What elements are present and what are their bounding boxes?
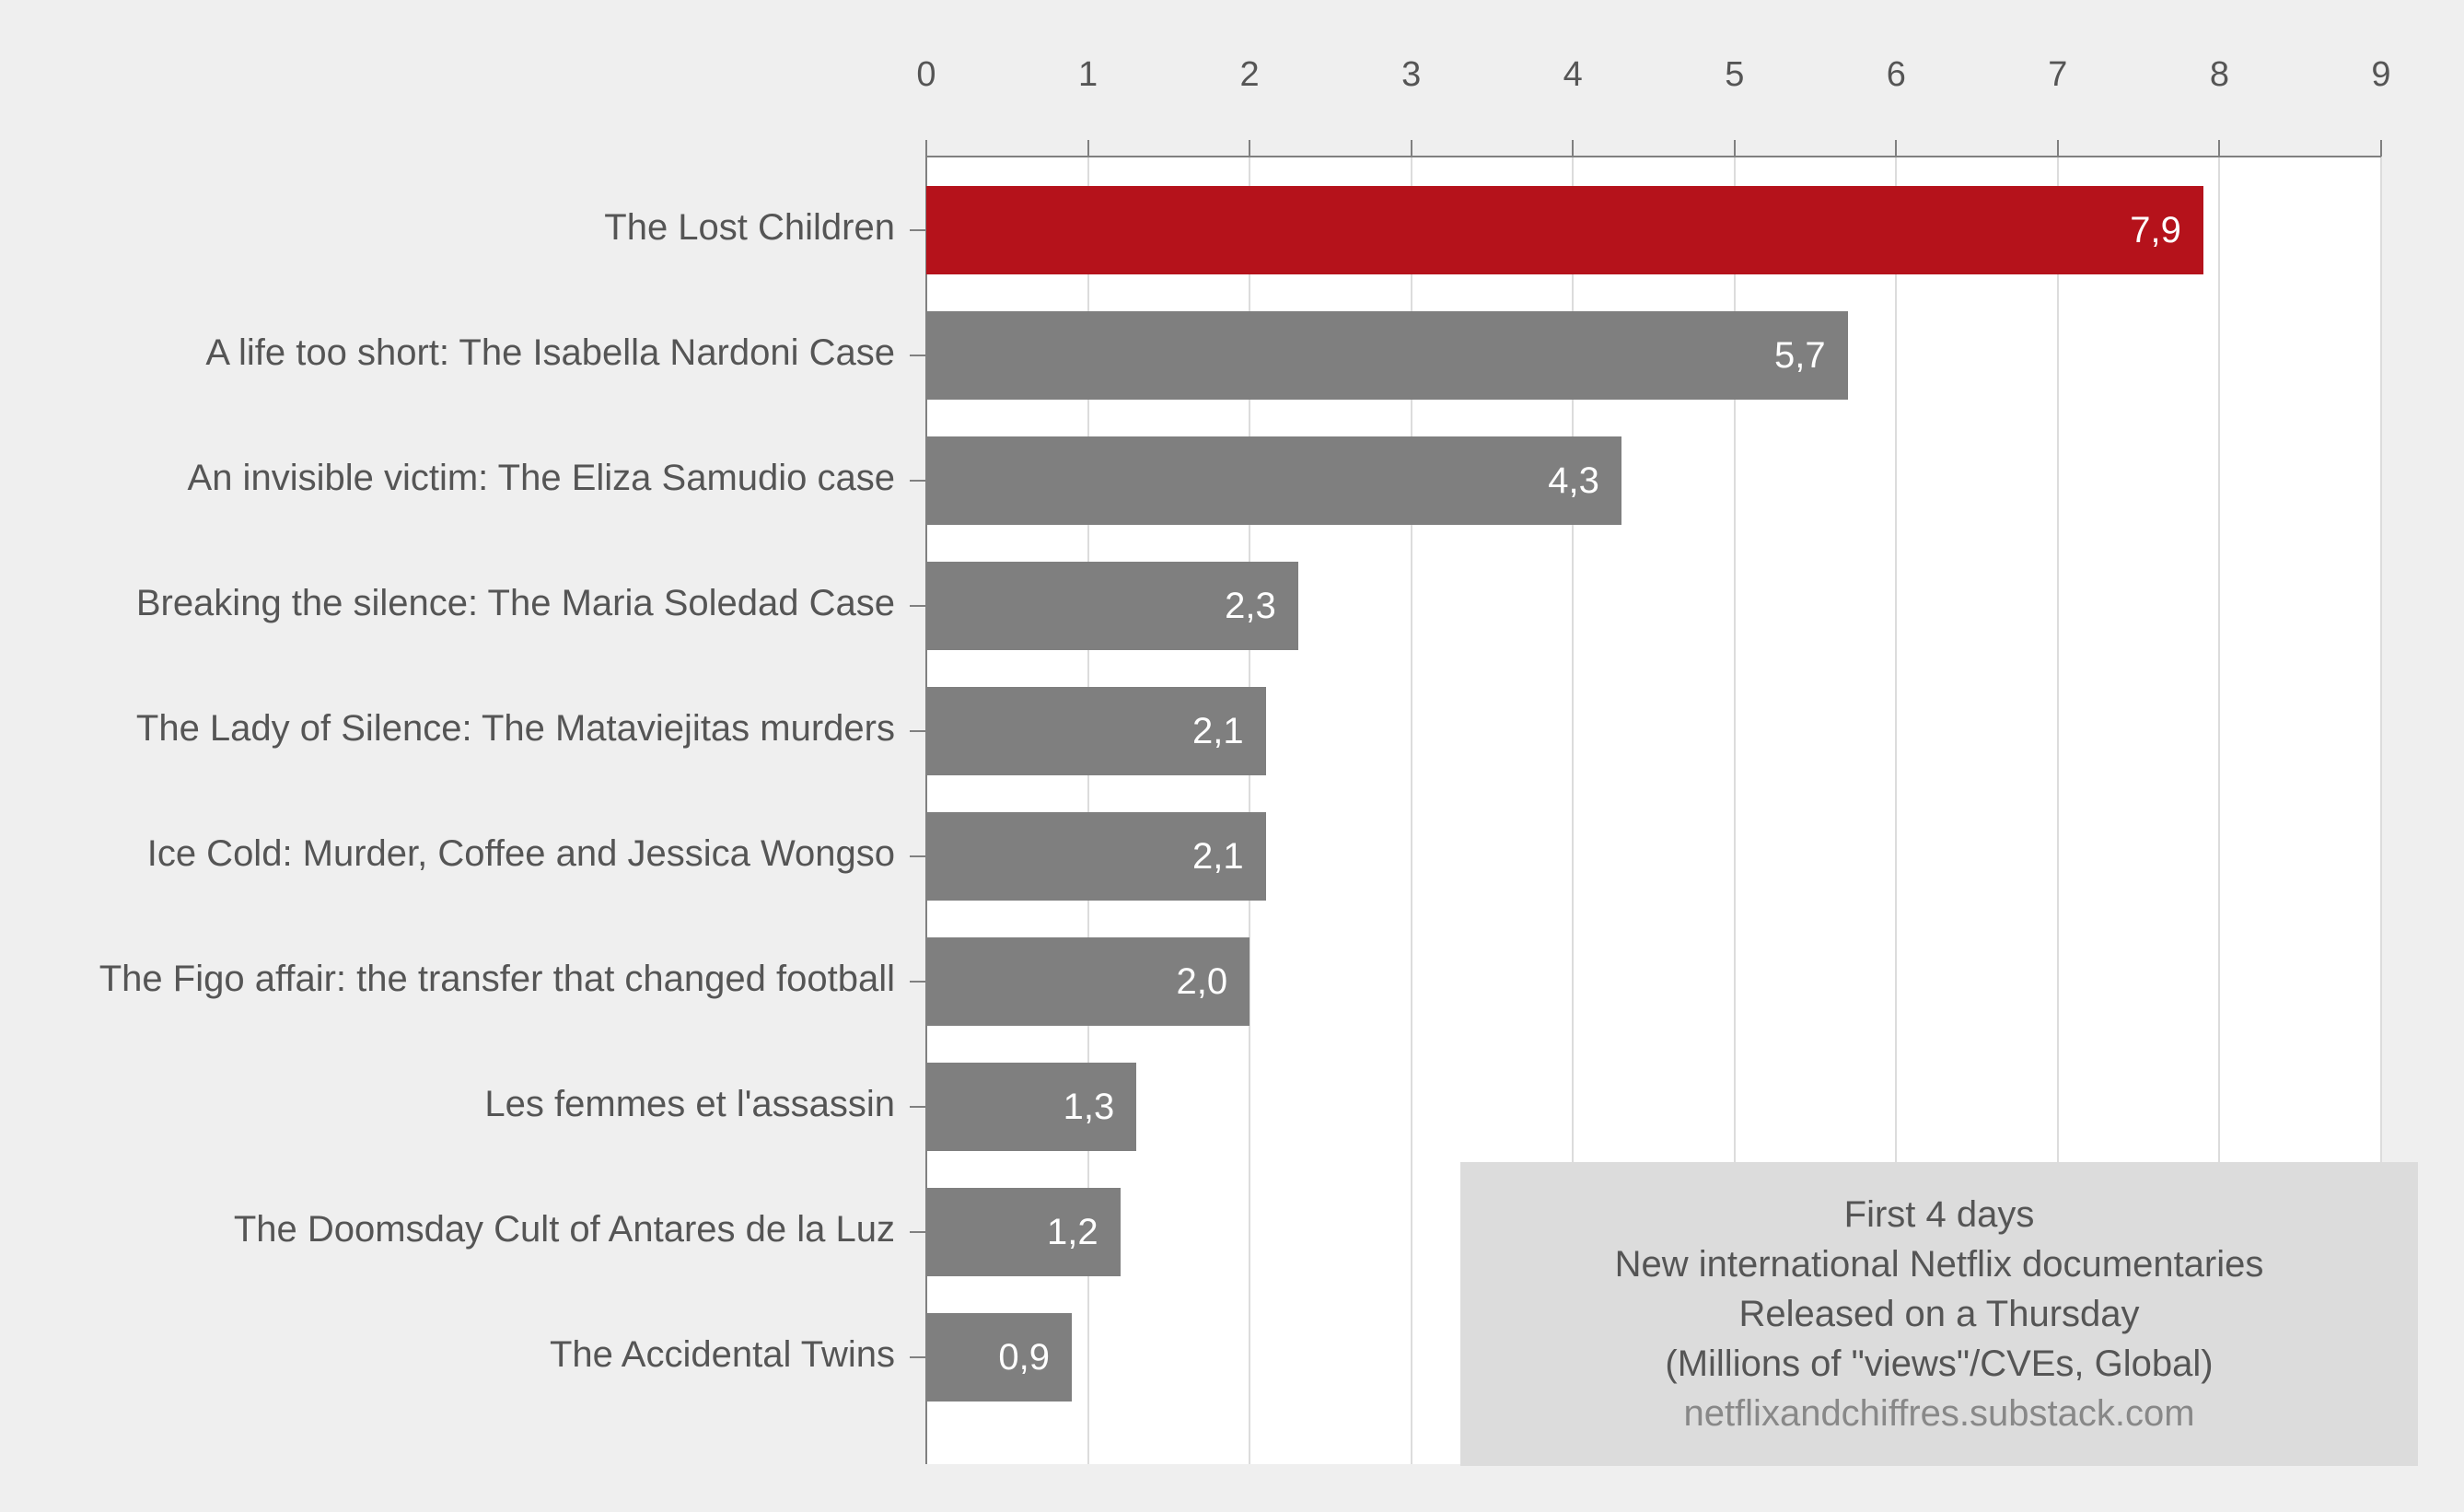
category-label: An invisible victim: The Eliza Samudio c… (188, 458, 895, 499)
bar-value-label: 1,2 (1047, 1212, 1098, 1253)
bar-value-label: 2,0 (1177, 961, 1228, 1003)
x-tick-label: 9 (2371, 55, 2390, 95)
x-tick-label: 6 (1887, 55, 1906, 95)
x-tick-mark (1249, 140, 1250, 157)
x-tick-label: 7 (2048, 55, 2067, 95)
y-tick-mark (910, 229, 926, 231)
x-tick-label: 0 (916, 55, 936, 95)
category-label: The Accidental Twins (550, 1334, 895, 1376)
x-tick-label: 5 (1725, 55, 1744, 95)
bar-value-label: 1,3 (1063, 1087, 1115, 1128)
x-tick-mark (1087, 140, 1089, 157)
bar: 4,3 (926, 436, 1621, 525)
bar: 0,9 (926, 1313, 1072, 1402)
y-tick-mark (910, 355, 926, 356)
x-tick-label: 3 (1401, 55, 1421, 95)
x-tick-mark (1572, 140, 1574, 157)
bar-value-label: 0,9 (998, 1337, 1050, 1378)
category-label: A life too short: The Isabella Nardoni C… (205, 332, 895, 374)
bar: 2,3 (926, 562, 1298, 650)
category-label: The Lost Children (604, 207, 895, 249)
x-tick-mark (1895, 140, 1897, 157)
bar: 2,1 (926, 687, 1266, 775)
category-label: The Figo affair: the transfer that chang… (99, 959, 895, 1000)
bar: 1,3 (926, 1063, 1136, 1151)
category-label: The Lady of Silence: The Mataviejitas mu… (136, 708, 895, 750)
y-tick-mark (910, 480, 926, 482)
chart-frame: NETFLIX& CHIFFRESNETFLIX& CHIFFRESNETFLI… (0, 0, 2464, 1512)
bar-value-label: 2,1 (1192, 836, 1244, 878)
y-tick-mark (910, 730, 926, 732)
bar-value-label: 2,1 (1192, 711, 1244, 752)
bar: 2,1 (926, 812, 1266, 901)
bar: 2,0 (926, 937, 1249, 1026)
bar-value-label: 2,3 (1225, 586, 1276, 627)
category-label: Ice Cold: Murder, Coffee and Jessica Won… (147, 833, 895, 875)
bar: 7,9 (926, 186, 2203, 274)
x-tick-mark (2218, 140, 2220, 157)
y-tick-mark (910, 605, 926, 607)
x-tick-label: 8 (2210, 55, 2229, 95)
x-tick-label: 1 (1078, 55, 1098, 95)
x-tick-label: 2 (1240, 55, 1260, 95)
x-tick-mark (925, 140, 927, 157)
x-tick-mark (2380, 140, 2382, 157)
x-tick-mark (1411, 140, 1412, 157)
caption-source: netflixandchiffres.substack.com (1497, 1389, 2381, 1438)
bar-value-label: 7,9 (2130, 210, 2181, 251)
y-tick-mark (910, 1356, 926, 1358)
caption-line-3: Released on a Thursday (1497, 1289, 2381, 1339)
x-axis-line (926, 156, 2381, 157)
caption-line-1: First 4 days (1497, 1190, 2381, 1239)
category-label: The Doomsday Cult of Antares de la Luz (234, 1209, 895, 1250)
y-tick-mark (910, 1231, 926, 1233)
x-tick-mark (2057, 140, 2059, 157)
bar: 5,7 (926, 311, 1848, 400)
caption-line-2: New international Netflix documentaries (1497, 1239, 2381, 1289)
category-label: Breaking the silence: The Maria Soledad … (136, 583, 895, 624)
category-label: Les femmes et l'assassin (484, 1084, 895, 1125)
y-tick-mark (910, 1106, 926, 1108)
bar-value-label: 4,3 (1548, 460, 1599, 502)
caption-box: First 4 days New international Netflix d… (1460, 1162, 2418, 1466)
x-tick-mark (1734, 140, 1736, 157)
caption-line-4: (Millions of "views"/CVEs, Global) (1497, 1339, 2381, 1389)
y-tick-mark (910, 855, 926, 857)
bar: 1,2 (926, 1188, 1121, 1276)
x-tick-label: 4 (1563, 55, 1583, 95)
y-tick-mark (910, 981, 926, 983)
bar-value-label: 5,7 (1774, 335, 1826, 377)
